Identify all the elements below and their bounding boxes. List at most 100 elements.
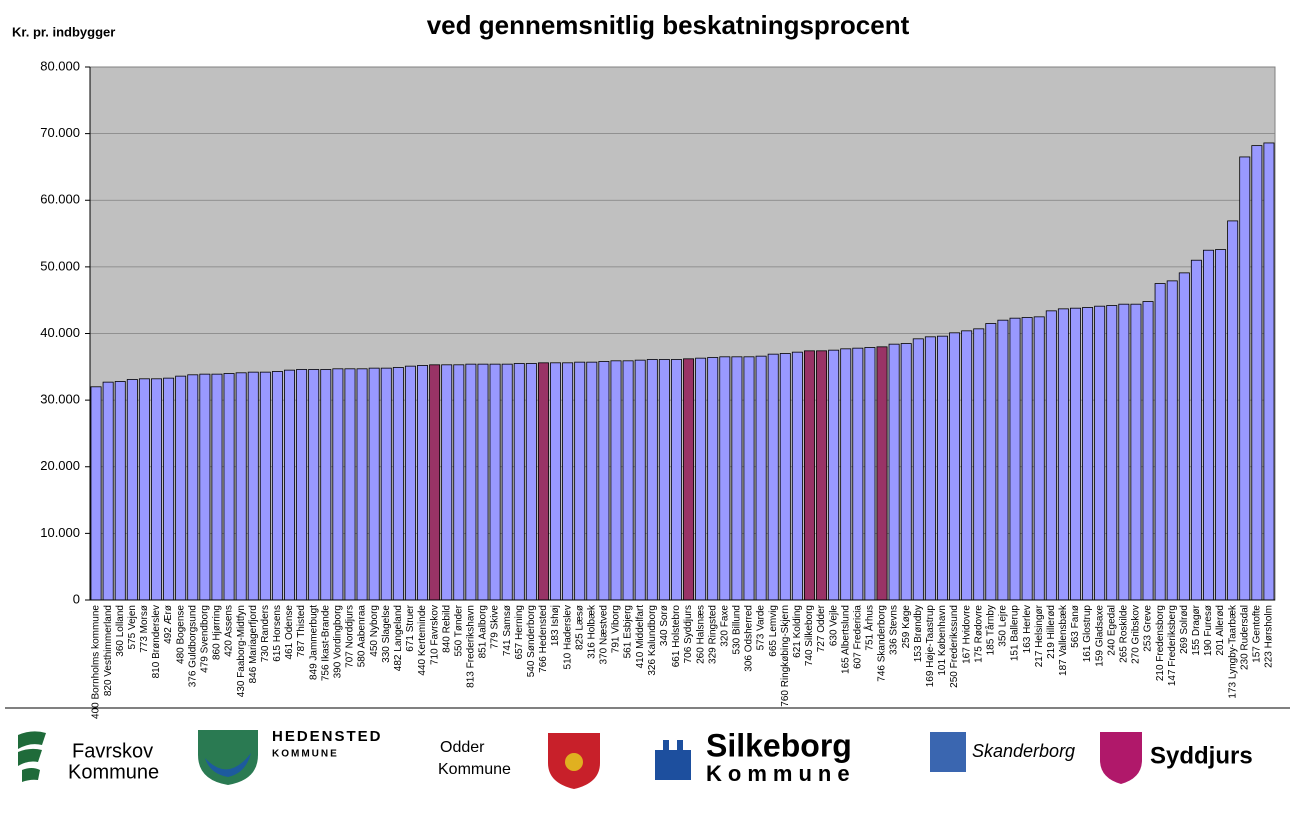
bar [211, 373, 223, 601]
bar [610, 360, 622, 601]
bar [223, 373, 235, 601]
x-tick-label: 661 Holstebro [671, 605, 682, 668]
bar [404, 365, 416, 601]
bar [803, 350, 815, 601]
logo-odder: Odder Kommune [438, 733, 600, 789]
x-tick-label: 710 Favrskov [429, 605, 440, 665]
y-tick-label: 30.000 [40, 392, 80, 407]
x-tick-label: 190 Furesø [1203, 605, 1214, 656]
logo-text: Odder [440, 739, 485, 756]
x-tick-label: 210 Fredensborg [1155, 605, 1166, 681]
bar [1094, 305, 1106, 601]
x-tick-label: 787 Thisted [296, 605, 307, 657]
y-tick-label: 0 [73, 591, 80, 606]
bar [852, 347, 864, 601]
x-tick-label: 336 Stevns [889, 605, 900, 655]
bar [259, 371, 271, 601]
y-tick-label: 50.000 [40, 258, 80, 273]
bar [1251, 145, 1263, 601]
bar [1130, 303, 1142, 601]
logo-icon [205, 753, 251, 777]
x-tick-label: 265 Roskilde [1118, 605, 1129, 663]
x-tick-label: 217 Helsingør [1034, 604, 1045, 667]
x-tick-label: 151 Ballerup [1010, 605, 1021, 662]
bar [646, 359, 658, 601]
bar [465, 363, 477, 601]
bar [441, 364, 453, 601]
bar [985, 323, 997, 601]
x-tick-label: 306 Odsherred [744, 605, 755, 672]
y-tick-label: 60.000 [40, 192, 80, 207]
x-tick-label: 269 Solrød [1179, 605, 1190, 654]
x-tick-label: 580 Aabenraa [357, 605, 368, 668]
x-tick-label: 320 Faxe [719, 605, 730, 647]
bar [997, 319, 1009, 601]
x-tick-label: 173 Lyngby-Taarbæk [1227, 604, 1238, 699]
x-tick-label: 510 Haderslev [562, 605, 573, 669]
x-tick-label: 860 Hjørring [212, 605, 223, 660]
y-axis-label: Kr. pr. indbygger [12, 24, 115, 39]
x-tick-label: 492 Ærø [163, 605, 174, 644]
x-tick-label: 260 Halsnæs [695, 605, 706, 664]
bar [574, 361, 586, 601]
x-tick-label: 450 Nyborg [369, 605, 380, 657]
x-tick-label: 575 Vejen [127, 605, 138, 650]
x-tick-label: 330 Slagelse [381, 605, 392, 663]
bar [151, 378, 162, 601]
x-tick-label: 461 Odense [284, 605, 295, 660]
bar [767, 353, 779, 601]
x-tick-label: 846 Mariagerfjord [248, 605, 259, 683]
bar [900, 343, 912, 601]
bar [356, 368, 368, 601]
x-tick-label: 550 Tønder [453, 604, 464, 656]
x-tick-label: 259 Køge [901, 605, 912, 649]
x-tick-label: 540 Sønderborg [526, 605, 537, 677]
bar [429, 364, 441, 601]
bar [525, 363, 537, 601]
bar [1203, 249, 1214, 601]
bar [828, 349, 840, 601]
bar [380, 367, 392, 601]
bar [1057, 308, 1069, 601]
bar [320, 369, 332, 601]
x-tick-label: 621 Kolding [792, 605, 803, 658]
x-tick-label: 615 Horsens [272, 605, 283, 662]
bar [949, 332, 961, 601]
bar [1239, 156, 1251, 601]
bar [816, 350, 828, 601]
x-tick-label: 479 Svendborg [200, 605, 211, 673]
x-tick-label: 183 Ishøj [550, 605, 561, 646]
logo-text: Kommune [438, 761, 511, 778]
logo-text: Favrskov [72, 740, 153, 762]
bar [513, 363, 525, 601]
x-tick-label: 563 Fanø [1070, 605, 1081, 648]
logo-text: Skanderborg [972, 741, 1075, 761]
bar [743, 356, 755, 601]
x-tick-label: 813 Frederikshavn [466, 605, 477, 688]
x-tick-label: 101 København [937, 605, 948, 676]
x-tick-label: 430 Faaborg-Midtfyn [236, 605, 247, 697]
bar [961, 330, 973, 601]
x-tick-label: 730 Randers [260, 605, 271, 662]
x-tick-label: 482 Langeland [393, 605, 404, 671]
bar [1009, 317, 1021, 601]
bar [1227, 220, 1239, 601]
bar [1070, 307, 1081, 601]
bar [598, 361, 610, 601]
x-tick-label: 167 Hvidovre [961, 605, 972, 664]
logo-silkeborg: Silkeborg Kommune [655, 727, 856, 786]
y-tick-label: 80.000 [40, 58, 80, 73]
bar [1178, 272, 1190, 601]
bar [1045, 310, 1057, 601]
x-tick-label: 157 Gentofte [1252, 605, 1263, 663]
logo-favrskov: Favrskov Kommune [18, 731, 159, 783]
x-tick-label: 390 Vordingborg [333, 605, 344, 678]
x-tick-label: 820 Vesthimmerland [103, 605, 114, 696]
logo-text: Kommune [706, 761, 856, 786]
x-tick-label: 706 Syddjurs [683, 605, 694, 663]
x-tick-label: 825 Læsø [574, 605, 585, 650]
logo-text: HEDENSTED [272, 728, 383, 745]
bar [719, 356, 731, 601]
x-tick-label: 810 Brønderslev [151, 605, 162, 678]
